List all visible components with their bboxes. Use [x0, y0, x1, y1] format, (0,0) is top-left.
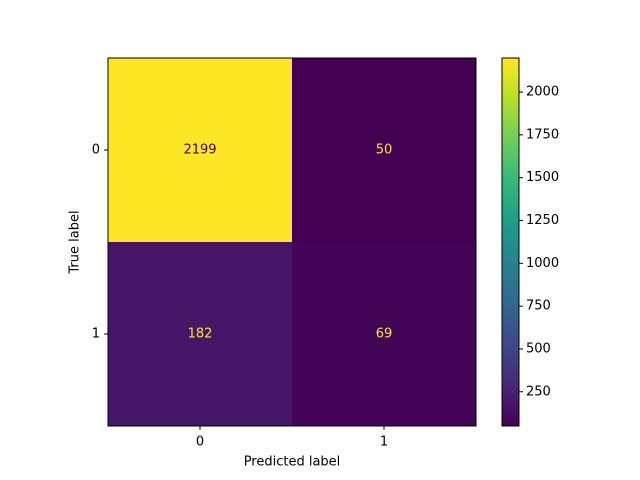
colorbar-tick-label: 500	[526, 341, 551, 356]
cell	[108, 58, 292, 242]
colorbar	[501, 57, 520, 427]
cell	[292, 58, 476, 242]
x-tick-label: 1	[380, 435, 388, 450]
colorbar-tick-label: 1750	[526, 127, 559, 142]
cell-label: 182	[188, 327, 213, 342]
colorbar-tick-label: 1500	[526, 170, 559, 185]
cell-label: 50	[376, 143, 393, 158]
colorbar-tick-label: 1250	[526, 213, 559, 228]
colorbar-tick-label: 1000	[526, 256, 559, 271]
y-axis-label: True label	[68, 210, 83, 274]
colorbar-tick-label: 2000	[526, 85, 559, 100]
cell-label: 69	[376, 327, 393, 342]
cell	[292, 242, 476, 426]
y-tick-label: 0	[92, 143, 100, 158]
x-tick-label: 0	[196, 435, 204, 450]
y-tick-label: 1	[92, 327, 100, 342]
x-axis-label: Predicted label	[244, 455, 341, 470]
cell-label: 2199	[183, 143, 216, 158]
colorbar-tick-label: 250	[526, 384, 551, 399]
cell	[108, 242, 292, 426]
colorbar-tick-label: 750	[526, 299, 551, 314]
plot-frame	[107, 57, 477, 427]
